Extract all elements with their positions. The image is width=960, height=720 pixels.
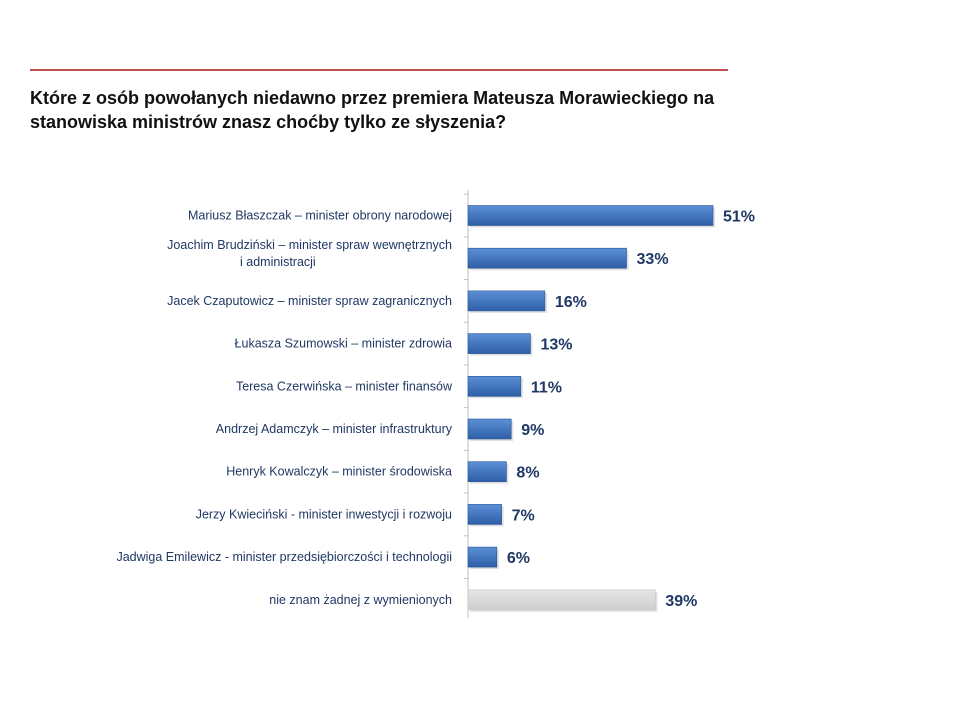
value-label: 39% <box>665 593 697 610</box>
category-label: Łukasza Szumowski – minister zdrowia <box>235 337 452 351</box>
title-rule <box>30 69 728 71</box>
category-label: i administracji <box>240 255 316 269</box>
bar-minister <box>467 247 627 269</box>
value-label: 33% <box>637 251 669 268</box>
bar-minister <box>467 504 502 525</box>
value-label: 16% <box>555 294 587 311</box>
value-label: 9% <box>521 422 544 439</box>
value-label: 51% <box>723 209 755 226</box>
category-label: Mariusz Błaszczak – minister obrony naro… <box>188 209 452 223</box>
value-label: 8% <box>516 465 539 482</box>
value-label: 7% <box>512 507 535 524</box>
category-label: Andrzej Adamczyk – minister infrastruktu… <box>216 422 453 436</box>
value-label: 6% <box>507 550 530 567</box>
category-label: Henryk Kowalczyk – minister środowiska <box>226 465 452 479</box>
category-label: Joachim Brudziński – minister spraw wewn… <box>167 238 452 252</box>
bar-minister <box>467 205 714 226</box>
category-label: Jerzy Kwieciński - minister inwestycji i… <box>196 507 452 521</box>
bar-minister <box>467 375 522 397</box>
category-label: Jacek Czaputowicz – minister spraw zagra… <box>167 294 452 308</box>
survey-question: Które z osób powołanych niedawno przez p… <box>30 88 715 132</box>
bar-minister <box>467 333 531 354</box>
category-label: Jadwiga Emilewicz - minister przedsiębio… <box>116 550 452 564</box>
bar-minister <box>467 461 507 483</box>
bar-minister <box>467 418 512 440</box>
value-label: 11% <box>531 379 562 396</box>
bar-minister <box>467 290 546 312</box>
category-label: nie znam żadnej z wymienionych <box>269 593 452 607</box>
bar-none-known <box>467 589 656 611</box>
value-label: 13% <box>540 337 572 354</box>
bar-minister <box>467 546 498 568</box>
category-label: Teresa Czerwińska – minister finansów <box>236 379 453 393</box>
